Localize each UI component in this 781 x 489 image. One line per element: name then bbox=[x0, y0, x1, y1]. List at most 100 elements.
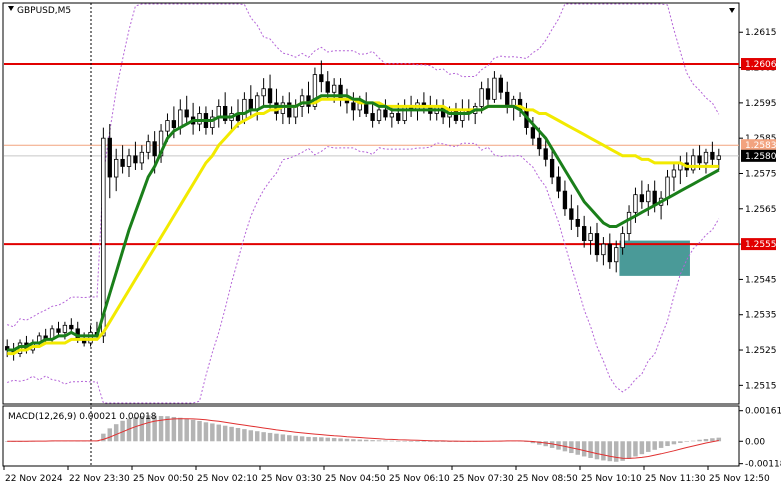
candle-body bbox=[133, 155, 138, 164]
candle-body bbox=[569, 208, 574, 220]
candle bbox=[671, 162, 677, 192]
candle-body bbox=[575, 218, 580, 227]
candle-body bbox=[396, 113, 401, 121]
candle-body bbox=[620, 233, 625, 249]
candle-body bbox=[107, 137, 112, 178]
time-tick-label: 25 Nov 03:30 bbox=[261, 474, 322, 484]
level-tag-label: 1.2606 bbox=[745, 60, 777, 70]
candle bbox=[639, 180, 645, 209]
macd-histogram-bar bbox=[639, 441, 645, 455]
candle-body bbox=[505, 91, 510, 107]
candle bbox=[582, 215, 587, 248]
candle bbox=[261, 78, 266, 107]
buy-zone bbox=[619, 240, 690, 276]
macd-histogram-bar bbox=[293, 435, 298, 442]
chart-menu-icon[interactable] bbox=[729, 8, 735, 13]
symbol-dropdown-icon[interactable] bbox=[8, 6, 14, 11]
price-tick-label: 1.2575 bbox=[745, 169, 777, 179]
candle bbox=[376, 106, 382, 125]
macd-histogram-bar bbox=[254, 431, 260, 442]
time-tick-label: 25 Nov 02:10 bbox=[197, 474, 258, 484]
macd-signal-line bbox=[7, 418, 719, 459]
macd-histogram-bar bbox=[620, 441, 625, 461]
macd-histogram-bar bbox=[588, 441, 593, 458]
candle bbox=[710, 141, 715, 167]
candle bbox=[126, 148, 132, 178]
level-tag-label: 1.2555 bbox=[745, 240, 777, 250]
price-tick-label: 1.2585 bbox=[745, 134, 777, 144]
candle-body bbox=[171, 120, 177, 128]
candle-body bbox=[69, 324, 74, 330]
candle-body bbox=[716, 155, 721, 160]
macd-histogram-bar bbox=[229, 426, 234, 442]
candle bbox=[383, 99, 388, 121]
time-tick-label: 22 Nov 2024 bbox=[5, 474, 63, 484]
macd-histogram-bar bbox=[344, 438, 350, 442]
macd-layer bbox=[4, 415, 722, 462]
candle-body bbox=[383, 109, 388, 118]
macd-histogram-bar bbox=[601, 441, 606, 461]
macd-histogram-bar bbox=[357, 439, 363, 442]
macd-histogram-bar bbox=[287, 435, 292, 442]
candle-body bbox=[460, 109, 465, 121]
candle bbox=[139, 145, 144, 170]
candle bbox=[69, 318, 74, 333]
time-tick-label: 25 Nov 08:50 bbox=[517, 474, 578, 484]
candle-body bbox=[223, 105, 228, 121]
level-tag-label: 1.2583 bbox=[745, 141, 777, 151]
candle bbox=[594, 222, 600, 262]
candle bbox=[114, 148, 119, 192]
candle-body bbox=[614, 247, 619, 263]
price-tick-label: 1.2565 bbox=[745, 205, 777, 215]
macd-histogram-bar bbox=[408, 441, 414, 442]
candle bbox=[543, 138, 548, 167]
macd-histogram-bar bbox=[113, 424, 119, 442]
candle bbox=[601, 237, 606, 266]
macd-histogram-bar bbox=[133, 416, 138, 442]
macd-title: MACD(12,26,9) 0.00021 0.00018 bbox=[8, 412, 157, 422]
macd-histogram-bar bbox=[716, 437, 722, 442]
candle-body bbox=[607, 243, 612, 263]
time-tick-label: 25 Nov 00:50 bbox=[133, 474, 194, 484]
macd-histogram-bar bbox=[165, 416, 170, 442]
macd-histogram-bar bbox=[152, 415, 157, 442]
macd-histogram-bar bbox=[626, 441, 632, 459]
macd-histogram-bar bbox=[440, 441, 446, 442]
price-tick-label: 1.2545 bbox=[745, 275, 777, 285]
candle bbox=[498, 74, 503, 100]
buy-zone-layer bbox=[619, 240, 690, 276]
candle bbox=[530, 116, 536, 146]
macd-histogram-bar bbox=[703, 438, 709, 442]
candle bbox=[223, 92, 228, 125]
macd-tick-label: 0.00161 bbox=[745, 407, 781, 417]
candle bbox=[620, 226, 625, 255]
candle-body bbox=[671, 169, 677, 178]
macd-histogram-bar bbox=[126, 418, 132, 442]
macd-histogram-bar bbox=[543, 441, 548, 447]
level-price-tag: 1.2606 bbox=[741, 58, 777, 71]
current-price-tag-bg bbox=[741, 149, 776, 162]
candle-body bbox=[325, 81, 330, 93]
macd-histogram-bar bbox=[235, 427, 241, 442]
candle-body bbox=[293, 105, 298, 118]
candle bbox=[370, 102, 375, 128]
candle-body bbox=[184, 109, 189, 118]
candle-body bbox=[370, 113, 375, 121]
macd-histogram-bar bbox=[312, 437, 318, 442]
level-price-tag: 1.2555 bbox=[741, 238, 777, 251]
candle-body bbox=[319, 74, 324, 83]
macd-histogram-bar bbox=[383, 440, 388, 442]
time-tick-label: 25 Nov 10:10 bbox=[581, 474, 642, 484]
candle bbox=[107, 124, 112, 199]
macd-histogram-bar bbox=[671, 441, 677, 445]
candle-body bbox=[479, 88, 484, 107]
candle-body bbox=[376, 109, 382, 121]
candle-body bbox=[261, 88, 266, 97]
price-tick-label: 1.2525 bbox=[745, 346, 777, 356]
candle-body bbox=[703, 151, 709, 164]
macd-histogram-bar bbox=[248, 430, 254, 442]
macd-histogram-bar bbox=[581, 441, 587, 457]
macd-histogram-bar bbox=[338, 438, 343, 442]
candle-body bbox=[601, 243, 606, 256]
